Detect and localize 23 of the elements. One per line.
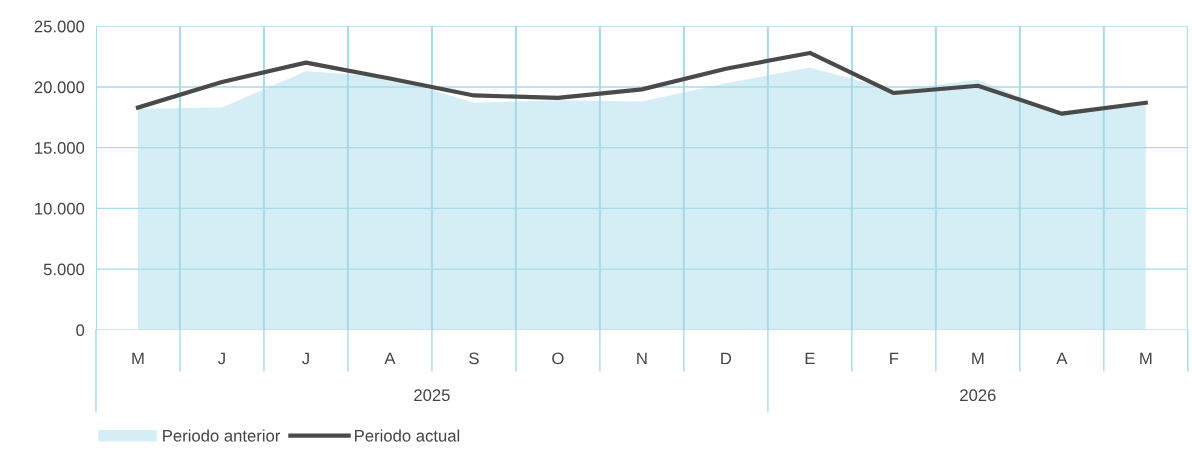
x-tick-label: J <box>302 352 309 365</box>
x-tick-label: A <box>384 352 396 365</box>
x-tick-label: O <box>552 352 564 365</box>
y-tick-label: 5.000 <box>43 263 85 276</box>
legend-label: Periodo anterior <box>163 429 281 442</box>
x-tick-label: E <box>805 352 815 365</box>
y-tick-label: 20.000 <box>34 81 85 94</box>
text: 2025 <box>414 389 450 402</box>
legend-label: Periodo actual <box>355 429 460 442</box>
x-tick-label: M <box>132 352 144 365</box>
y-tick-label: 0 <box>76 324 85 337</box>
x-tick-label: F <box>890 352 899 365</box>
y-tick-label: 10.000 <box>35 202 85 215</box>
y-tick-label: 25.000 <box>34 20 85 33</box>
x-tick-label: A <box>1056 352 1068 365</box>
x-tick-label: M <box>1140 352 1152 365</box>
y-tick-label: 15.000 <box>35 142 85 154</box>
x-tick-label: J <box>218 352 225 365</box>
x-tick-label: D <box>721 352 732 365</box>
text: 2026 <box>960 389 996 402</box>
x-tick-label: N <box>637 352 647 365</box>
x-tick-label: M <box>972 352 984 365</box>
x-tick-label: S <box>469 352 479 365</box>
